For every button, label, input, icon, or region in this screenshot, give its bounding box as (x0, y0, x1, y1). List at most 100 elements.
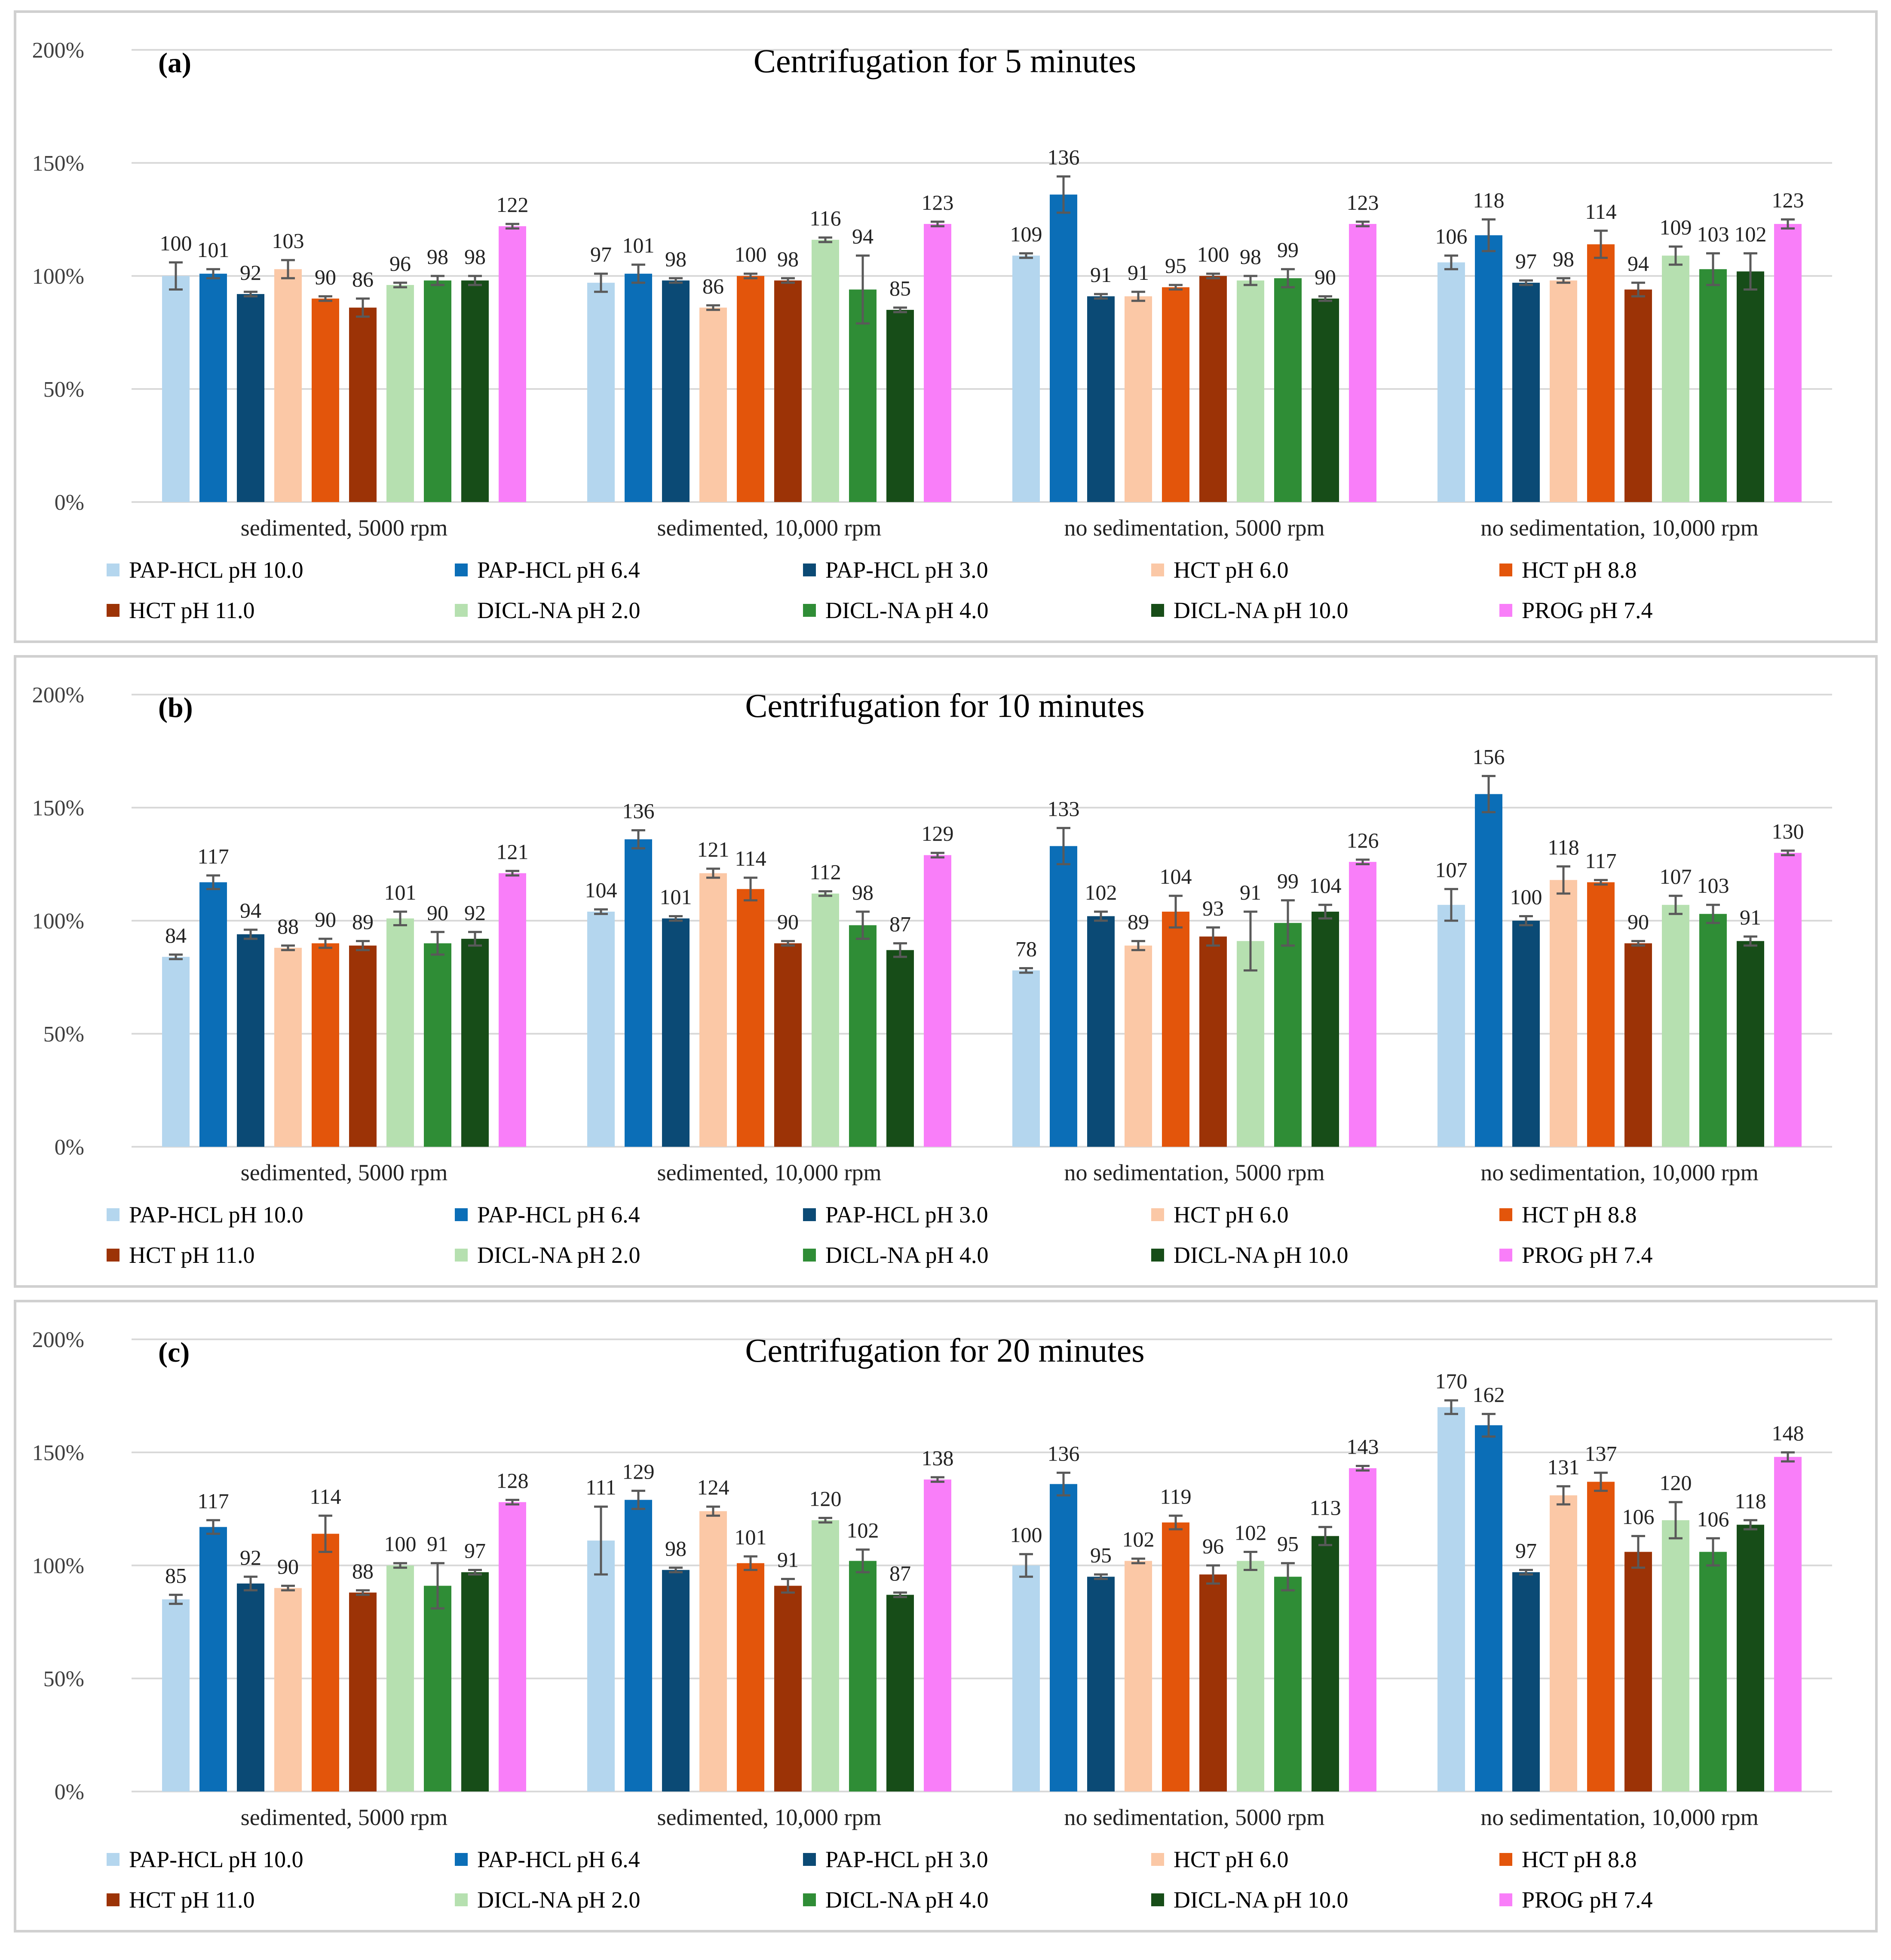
bar-hct-ph-11-0 (774, 943, 802, 1147)
legend-label: PAP-HCL pH 3.0 (825, 1202, 988, 1228)
bar-dicl-na-ph-2-0 (1662, 1520, 1689, 1792)
legend-label: DICL-NA pH 10.0 (1174, 1887, 1349, 1913)
legend-swatch (455, 1249, 468, 1262)
y-tick-label: 100% (32, 909, 84, 934)
bar-prog-ph-7-4 (499, 873, 526, 1147)
bar-hct-ph-8-8 (737, 1563, 764, 1792)
data-label: 109 (1010, 222, 1042, 246)
legend-item-dicl-na-ph-2-0: DICL-NA pH 2.0 (455, 595, 803, 626)
data-label: 131 (1548, 1455, 1580, 1479)
data-label: 94 (852, 224, 873, 248)
data-label: 162 (1473, 1383, 1505, 1407)
bar-hct-ph-11-0 (1624, 943, 1652, 1147)
legend-swatch (803, 604, 816, 617)
data-label: 100 (1010, 1523, 1042, 1547)
data-label: 98 (777, 247, 799, 271)
data-label: 100 (384, 1532, 417, 1556)
data-label: 117 (1585, 848, 1616, 873)
y-tick-label: 50% (43, 1022, 84, 1047)
bar-pap-hcl-ph-6-4 (1050, 1484, 1077, 1792)
data-label: 136 (1048, 145, 1080, 169)
bar-dicl-na-ph-10-0 (461, 939, 489, 1147)
x-category-label: sedimented, 5000 rpm (241, 515, 447, 541)
x-category-label: no sedimentation, 5000 rpm (1064, 515, 1325, 541)
bar-dicl-na-ph-10-0 (886, 1595, 914, 1792)
bar-chart-c: 0% 50% 100% 150% 200% Centrifugation for 20 m… (32, 1328, 1832, 1830)
bar-dicl-na-ph-10-0 (1312, 1536, 1339, 1792)
data-label: 98 (665, 247, 687, 271)
legend-label: HCT pH 8.8 (1522, 1202, 1637, 1228)
bar-dicl-na-ph-2-0 (1237, 1561, 1264, 1792)
data-label: 100 (735, 242, 767, 266)
data-label: 99 (1277, 869, 1299, 893)
data-label: 84 (165, 923, 187, 947)
bar-hct-ph-8-8 (737, 276, 764, 502)
bar-pap-hcl-ph-3-0 (1512, 921, 1540, 1147)
legend-swatch (1151, 1893, 1164, 1906)
legend-label: PAP-HCL pH 10.0 (129, 557, 303, 583)
legend-swatch (1151, 604, 1164, 617)
data-label: 98 (665, 1536, 687, 1560)
legend-label: PAP-HCL pH 6.4 (477, 1202, 640, 1228)
data-label: 101 (384, 880, 417, 904)
legend-item-dicl-na-ph-10-0: DICL-NA pH 10.0 (1151, 1884, 1499, 1915)
data-label: 97 (1515, 249, 1537, 273)
bar-prog-ph-7-4 (1774, 224, 1802, 502)
data-label: 90 (315, 907, 336, 931)
bar-pap-hcl-ph-3-0 (237, 934, 264, 1147)
data-label: 121 (497, 839, 529, 864)
x-category-label: sedimented, 5000 rpm (241, 1804, 447, 1830)
legend-label: HCT pH 8.8 (1522, 557, 1637, 583)
bar-dicl-na-ph-2-0 (812, 1520, 839, 1792)
bar-hct-ph-11-0 (1199, 936, 1227, 1147)
legend-label: PAP-HCL pH 10.0 (129, 1202, 303, 1228)
legend-swatch (803, 1893, 816, 1906)
chart-panel-c: 0% 50% 100% 150% 200% Centrifugation for 20 m… (14, 1300, 1878, 1932)
bar-chart-a: 0% 50% 100% 150% 200% Centrifugation for 5 mi… (32, 38, 1832, 541)
legend-swatch (1151, 564, 1164, 576)
data-label: 102 (1735, 222, 1767, 246)
data-label: 90 (1627, 910, 1649, 934)
data-label: 106 (1697, 1507, 1729, 1531)
legend-label: PAP-HCL pH 10.0 (129, 1847, 303, 1872)
legend-swatch (1151, 1208, 1164, 1221)
legend-label: DICL-NA pH 4.0 (825, 597, 989, 623)
legend-swatch (1499, 1893, 1512, 1906)
data-label: 85 (889, 276, 911, 300)
data-label: 86 (702, 274, 724, 298)
bar-hct-ph-8-8 (1162, 911, 1189, 1147)
bar-hct-ph-6-0 (1550, 880, 1577, 1147)
bar-pap-hcl-ph-10-0 (1012, 255, 1040, 502)
bar-pap-hcl-ph-3-0 (237, 1583, 264, 1792)
y-tick-label: 50% (43, 1667, 84, 1691)
bar-pap-hcl-ph-3-0 (1087, 1577, 1115, 1792)
legend-label: HCT pH 6.0 (1174, 1202, 1289, 1228)
bar-hct-ph-6-0 (1125, 945, 1152, 1147)
chart-title: Centrifugation for 10 minutes (745, 687, 1144, 724)
legend-swatch (455, 1208, 468, 1221)
legend-item-pap-hcl-ph-10-0: PAP-HCL pH 10.0 (107, 554, 455, 585)
data-label: 148 (1772, 1421, 1804, 1445)
x-category-label: no sedimentation, 5000 rpm (1064, 1160, 1325, 1185)
data-label: 100 (160, 231, 192, 255)
legend-item-pap-hcl-ph-10-0: PAP-HCL pH 10.0 (107, 1199, 455, 1230)
bar-pap-hcl-ph-6-4 (1475, 794, 1502, 1147)
data-label: 103 (1697, 222, 1729, 246)
legend-swatch (1499, 1208, 1512, 1221)
panel-label: (a) (158, 47, 191, 79)
data-label: 90 (277, 1554, 299, 1578)
data-label: 106 (1622, 1505, 1655, 1529)
data-label: 94 (1627, 251, 1649, 276)
legend-label: DICL-NA pH 10.0 (1174, 1242, 1349, 1268)
bar-hct-ph-11-0 (774, 280, 802, 502)
bar-hct-ph-8-8 (1587, 244, 1615, 502)
bar-dicl-na-ph-4-0 (1699, 269, 1727, 502)
data-label: 156 (1473, 744, 1505, 769)
bar-prog-ph-7-4 (1349, 224, 1376, 502)
legend-item-hct-ph-8-8: HCT pH 8.8 (1499, 1844, 1848, 1875)
legend-swatch (107, 1893, 120, 1906)
bar-pap-hcl-ph-3-0 (237, 294, 264, 502)
data-label: 88 (352, 1559, 374, 1583)
legend-swatch (803, 1208, 816, 1221)
data-label: 102 (1235, 1520, 1267, 1544)
